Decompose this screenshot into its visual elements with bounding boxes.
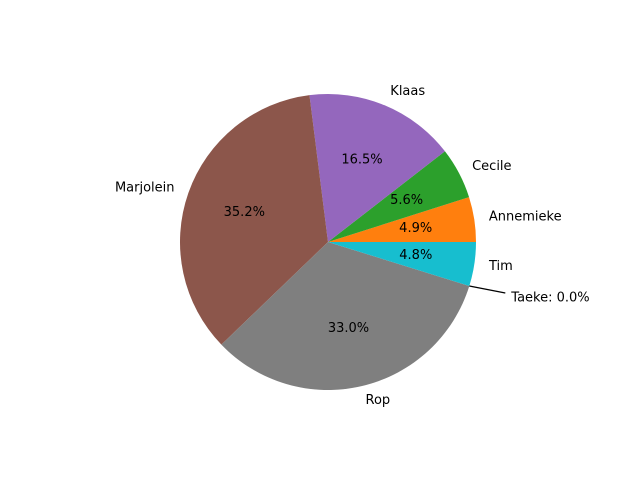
- slice-pct-marjolein: 35.2%: [224, 205, 265, 220]
- percent-labels: 4.9% 5.6% 16.5% 35.2% 33.0% 4.8%: [224, 153, 433, 336]
- slice-label-annemieke: Annemieke: [489, 210, 562, 225]
- slice-pct-annemieke: 4.9%: [399, 221, 432, 236]
- pie-slice-marjolein: [179, 95, 328, 345]
- category-labels: Annemieke Cecile Klaas Marjolein Rop Tim: [115, 84, 562, 408]
- slice-label-tim: Tim: [488, 259, 513, 274]
- slice-label-rop: Rop: [366, 393, 391, 408]
- pie-slice-klaas: [309, 94, 445, 243]
- annotations: Taeke: 0.0%: [469, 285, 590, 306]
- slice-pct-rop: 33.0%: [328, 321, 369, 336]
- pie-slice-tim: [328, 242, 476, 286]
- annotation-taeke: Taeke: 0.0%: [510, 291, 589, 306]
- pie-slice-cecile: [328, 151, 470, 242]
- slice-pct-cecile: 5.6%: [390, 193, 423, 208]
- pie-slice-annemieke: [328, 197, 476, 242]
- pie-slice-rop: [221, 242, 470, 391]
- slice-pct-klaas: 16.5%: [341, 153, 382, 168]
- slice-label-marjolein: Marjolein: [115, 180, 175, 195]
- slice-pct-tim: 4.8%: [399, 248, 432, 263]
- annotation-leader-line: [469, 285, 506, 294]
- slice-label-cecile: Cecile: [472, 159, 511, 174]
- pie-slices: [179, 94, 476, 391]
- slice-label-klaas: Klaas: [390, 84, 425, 99]
